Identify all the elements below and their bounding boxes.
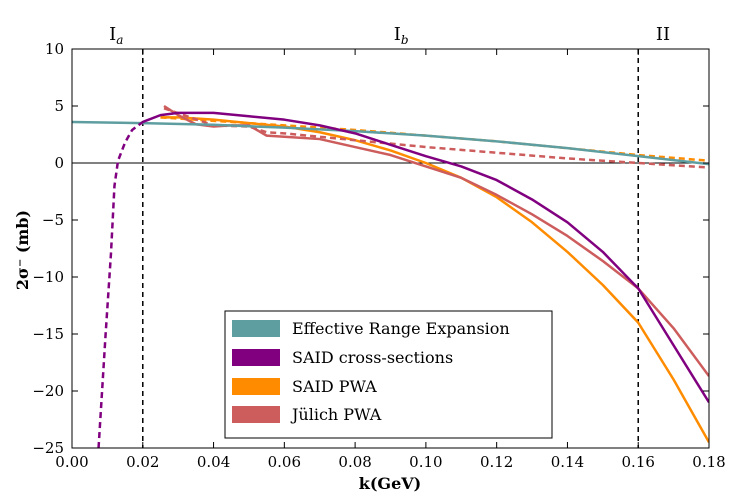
x-tick-label: 0.02 (126, 453, 159, 471)
legend-swatch-said-cross-sections (232, 349, 280, 366)
x-axis-title: k(GeV) (359, 474, 421, 493)
y-axis-title: 2σ⁻ (mb) (13, 210, 32, 290)
series-line-said-cross-sections (142, 111, 709, 404)
y-tick-label: −15 (32, 325, 64, 343)
y-tick-label: −20 (32, 382, 64, 400)
y-tick-label: −25 (32, 439, 64, 457)
series-line-effective-range-expansion (72, 120, 709, 166)
x-tick-label: 0.12 (480, 453, 513, 471)
plot-frame (71, 48, 710, 449)
region-label: Ib (394, 24, 409, 47)
region-label: II (656, 24, 670, 45)
legend-label-effective-range: Effective Range Expansion (292, 319, 510, 338)
legend: Effective Range Expansion SAID cross-sec… (224, 310, 553, 439)
legend-label-said-pwa: SAID PWA (292, 377, 377, 396)
legend-swatch-said-pwa (232, 378, 280, 395)
legend-swatch-julich-pwa (232, 406, 280, 423)
series-group (72, 104, 709, 448)
x-tick-label: 0.18 (692, 453, 725, 471)
series-line-said-pwa (160, 116, 709, 443)
plot-area: 0.00 0.02 0.04 0.06 0.08 0.10 0.12 0.14 0.16 0.18… (32, 24, 725, 471)
series-line-j-lich-pwa-dashed (163, 107, 709, 169)
x-tick-label: 0.10 (409, 453, 442, 471)
y-tick-label: −10 (32, 268, 64, 286)
legend-label-julich-pwa: Jülich PWA (290, 405, 382, 424)
legend-swatch-effective-range (232, 320, 280, 337)
y-tick-label: −5 (42, 211, 64, 229)
x-tick-label: 0.04 (197, 453, 230, 471)
region-label: Ia (109, 24, 123, 47)
x-tick-label: 0.06 (268, 453, 301, 471)
y-tick-label: 5 (54, 97, 64, 115)
x-tick-label: 0.00 (55, 453, 88, 471)
y-tick-label: 10 (45, 40, 64, 58)
series-line-said-cross-sections-extrapolated (97, 120, 144, 448)
y-tick-label: 0 (54, 154, 64, 172)
legend-label-said-cross-sections: SAID cross-sections (292, 348, 453, 367)
x-tick-label: 0.08 (338, 453, 371, 471)
x-tick-label: 0.14 (551, 453, 584, 471)
x-tick-label: 0.16 (622, 453, 655, 471)
